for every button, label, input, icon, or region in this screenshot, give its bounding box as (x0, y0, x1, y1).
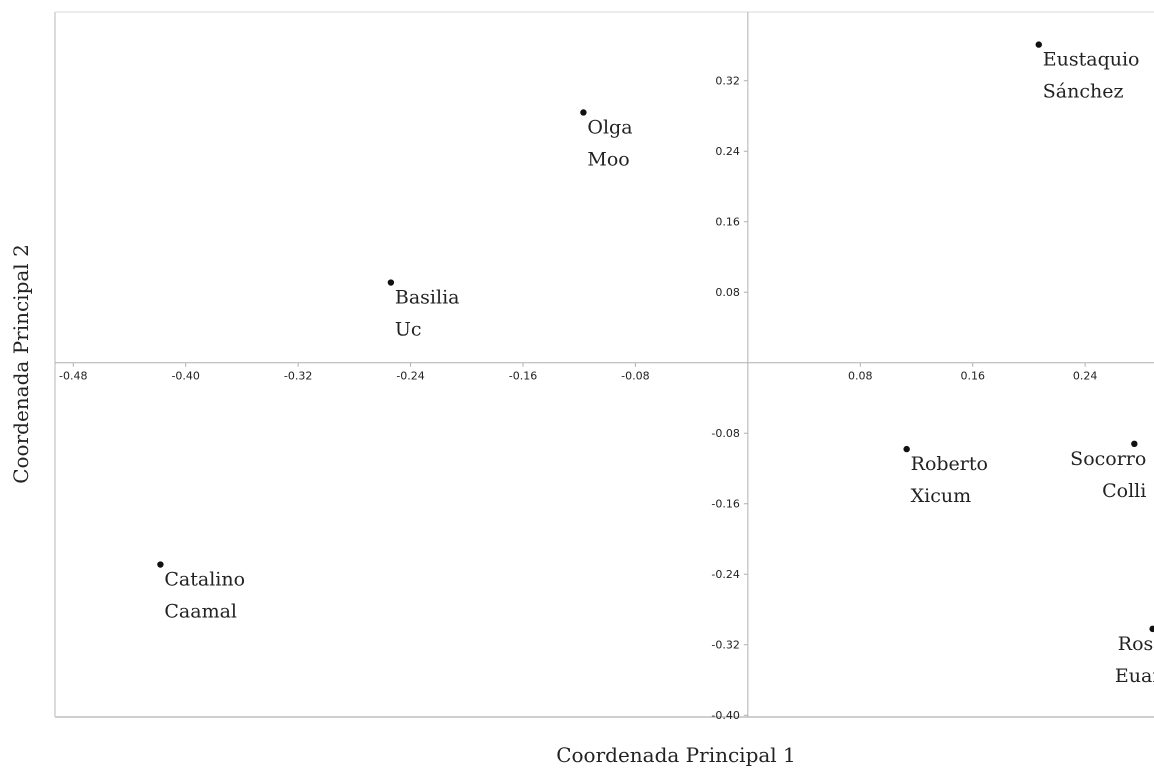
data-point (1035, 41, 1042, 48)
plot-frame (54, 11, 1154, 718)
y-tick-label: 0.08 (715, 286, 740, 299)
data-point (903, 445, 910, 453)
x-tick-label: 0.24 (1073, 370, 1098, 383)
x-axis-title: Coordenada Principal 1 (556, 743, 796, 767)
x-tick-label: -0.32 (284, 370, 312, 383)
x-tick-label: 0.08 (848, 370, 873, 383)
point-label: Socorro (1070, 448, 1146, 470)
point-label: Rosa (1118, 633, 1154, 655)
y-tick-label: 0.16 (715, 216, 740, 229)
data-point (1131, 440, 1138, 448)
x-tick-label: 0.16 (960, 370, 985, 383)
y-tick-label: -0.08 (711, 427, 739, 440)
x-tick-label: -0.24 (396, 370, 424, 383)
point-label: Uc (395, 319, 422, 341)
point-label: Caamal (164, 601, 237, 623)
point-label: Euan (1115, 665, 1154, 687)
data-point (580, 109, 587, 116)
y-tick-label: -0.16 (711, 498, 739, 511)
point-label: Olga (587, 116, 632, 138)
x-tick-label: -0.40 (171, 370, 199, 383)
data-point (1149, 625, 1154, 633)
y-axis-title: Coordenada Principal 2 (9, 244, 33, 484)
point-label: Sánchez (1043, 81, 1124, 103)
data-point (157, 561, 164, 568)
x-axis-ticks: -0.48 -0.40 -0.32 -0.24 -0.16 -0.08 0.08 0.16 0.… (59, 362, 1098, 383)
point-label: Moo (587, 148, 629, 170)
y-tick-label: -0.24 (711, 568, 739, 581)
x-tick-label: -0.08 (621, 370, 649, 383)
x-tick-label: -0.48 (59, 370, 87, 383)
point-label: Roberto (911, 453, 988, 475)
point-label: Basilia (395, 287, 460, 309)
point-label: Xicum (911, 485, 972, 507)
y-tick-label: 0.24 (715, 145, 740, 158)
y-tick-label: -0.40 (711, 709, 739, 722)
point-label: Colli (1102, 480, 1146, 502)
axes (55, 12, 1154, 717)
data-points: Olga Moo Eustaquio Sánchez Basilia Uc Roberto X… (157, 41, 1154, 687)
x-tick-label: -0.16 (509, 370, 537, 383)
y-axis-ticks: 0.32 0.24 0.16 0.08 -0.08 -0.16 -0.24 -0.32 -0.4… (711, 75, 748, 722)
y-tick-label: 0.32 (715, 75, 740, 88)
point-label: Eustaquio (1043, 49, 1140, 71)
data-point (387, 279, 395, 286)
point-label: Catalino (164, 569, 245, 591)
y-tick-label: -0.32 (711, 639, 739, 652)
